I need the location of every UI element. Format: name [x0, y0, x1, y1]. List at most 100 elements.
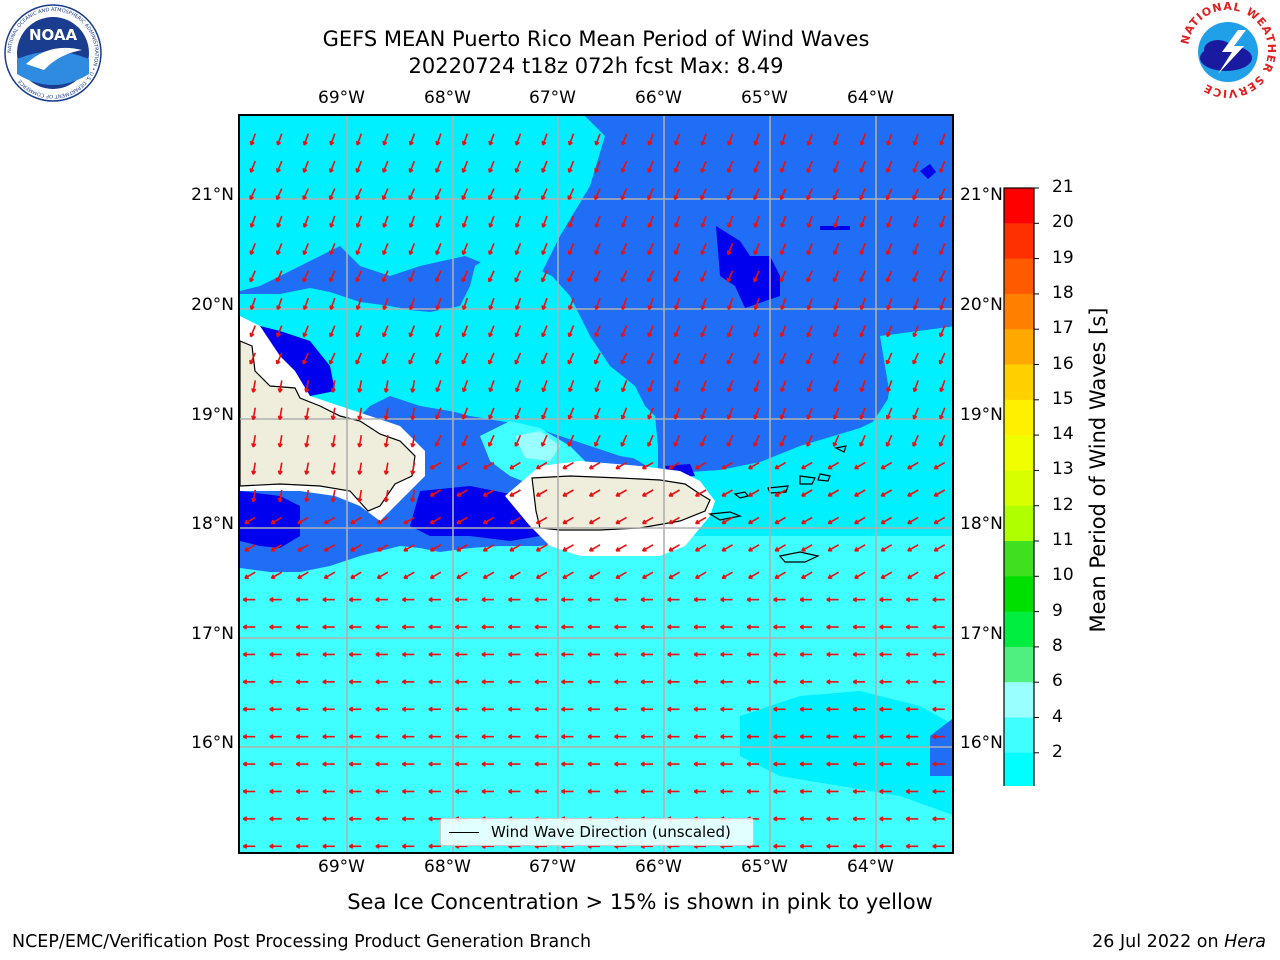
wind-arrow [693, 761, 707, 767]
wind-arrow [859, 434, 866, 447]
wind-arrow [376, 571, 389, 580]
footer-date-text: 26 Jul 2022 on [1092, 932, 1225, 952]
wind-arrow [277, 462, 283, 475]
wind-arrow [561, 706, 574, 712]
wind-arrow [348, 597, 362, 603]
colorbar-tick-label: 10 [1052, 565, 1074, 586]
wind-arrow [726, 160, 734, 173]
wind-arrow [912, 325, 919, 338]
wind-arrow [249, 188, 256, 201]
wind-arrow [514, 270, 522, 283]
wind-arrow [269, 651, 282, 658]
wind-arrow [647, 133, 654, 146]
wind-arrow [481, 706, 494, 712]
wind-arrow [401, 651, 415, 658]
colorbar-tick-label: 8 [1052, 635, 1063, 656]
wind-arrow [885, 270, 893, 283]
wind-arrow [357, 407, 363, 421]
wind-arrow [488, 160, 495, 173]
wind-arrow [799, 788, 813, 795]
wind-arrow [859, 243, 866, 256]
wind-arrow [640, 597, 654, 603]
wind-arrow [348, 706, 362, 712]
wind-arrow [275, 352, 283, 365]
wind-arrow [720, 761, 733, 767]
wind-arrow [295, 597, 309, 603]
wind-arrow [429, 489, 442, 497]
wind-arrow [376, 516, 389, 525]
wind-arrow [435, 243, 442, 256]
wind-arrow [302, 270, 310, 283]
lat-label-left: 16°N [191, 733, 234, 753]
wind-arrow [667, 734, 680, 740]
wind-arrow [276, 297, 283, 311]
wind-arrow [806, 297, 813, 311]
wind-arrow [541, 243, 548, 256]
wind-arrow [323, 544, 336, 552]
wind-arrow [826, 597, 839, 603]
wind-arrow [905, 816, 919, 822]
wind-arrow [879, 651, 892, 658]
wind-arrow [251, 462, 257, 475]
wind-arrow [355, 160, 363, 173]
wind-arrow [726, 270, 734, 283]
wind-arrow [640, 761, 654, 767]
wind-arrow [594, 160, 601, 173]
wind-arrow [403, 571, 415, 580]
wind-arrow [322, 761, 335, 767]
wind-arrow [852, 706, 866, 712]
wind-arrow [594, 325, 601, 338]
colorbar-segment [1004, 435, 1034, 471]
lon-label-top: 67°W [529, 88, 576, 108]
wind-arrow [561, 734, 574, 740]
wind-arrow [482, 571, 495, 580]
wind-arrow [647, 188, 654, 201]
wind-arrow [534, 761, 547, 767]
ocean-deep-patch-5 [240, 491, 300, 548]
wind-arrow [481, 679, 494, 685]
wind-arrow [614, 788, 627, 795]
wind-arrow [357, 489, 363, 503]
wind-arrow [799, 651, 813, 658]
wind-arrow [270, 571, 283, 580]
wind-arrow [779, 243, 787, 256]
wind-arrow [726, 188, 734, 201]
wind-arrow [726, 407, 734, 420]
wind-arrow [381, 188, 389, 201]
wind-arrow [693, 624, 707, 630]
wind-arrow [455, 761, 468, 767]
wind-arrow [461, 270, 469, 283]
wind-arrow [588, 461, 601, 470]
wind-arrow [932, 788, 945, 795]
wind-arrow [382, 160, 389, 173]
wind-arrow [879, 788, 892, 795]
wind-arrow [594, 407, 601, 420]
wind-arrow [302, 325, 310, 338]
wind-arrow [801, 461, 813, 470]
wind-arrow [355, 297, 363, 311]
wind-arrow [408, 133, 416, 146]
wind-arrow [827, 544, 840, 552]
wind-arrow [487, 434, 495, 447]
wind-arrow [938, 407, 946, 420]
wind-arrow [905, 761, 919, 767]
wind-arrow [885, 188, 893, 201]
wind-arrow [540, 270, 548, 283]
wind-arrow [879, 816, 892, 822]
wind-arrow [885, 352, 893, 365]
wind-arrow [410, 407, 416, 421]
wind-arrow [514, 325, 522, 338]
wind-arrow [774, 571, 787, 580]
wind-arrow [700, 215, 707, 228]
wind-arrow [932, 706, 945, 712]
wind-arrow [806, 215, 813, 228]
wind-arrow [534, 788, 547, 795]
wind-arrow [615, 461, 627, 470]
wind-arrow [561, 624, 574, 630]
wind-arrow [329, 297, 336, 311]
wind-arrow [806, 160, 813, 173]
wind-arrow [746, 761, 760, 767]
wind-arrow [434, 434, 442, 447]
colorbar-segment [1004, 293, 1034, 330]
hispaniola-land [240, 340, 416, 512]
